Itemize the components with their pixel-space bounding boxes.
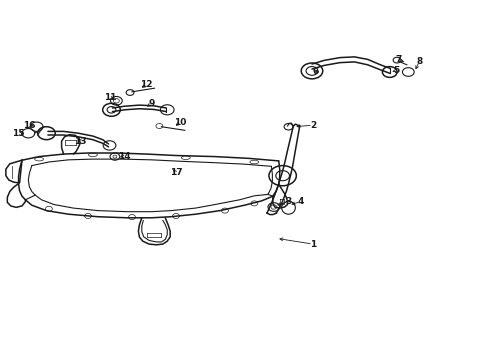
Text: 7: 7 (394, 55, 401, 64)
Text: 5: 5 (392, 66, 398, 75)
Text: 16: 16 (23, 121, 36, 130)
Text: 9: 9 (148, 99, 155, 108)
Text: 3: 3 (285, 197, 291, 206)
Text: 6: 6 (312, 68, 318, 77)
Text: 12: 12 (140, 80, 153, 89)
Text: 17: 17 (169, 168, 182, 177)
Text: 11: 11 (103, 93, 116, 102)
Text: 4: 4 (297, 197, 304, 206)
Text: 2: 2 (309, 121, 315, 130)
Text: 8: 8 (416, 57, 422, 66)
Text: 13: 13 (74, 136, 87, 145)
Text: 10: 10 (173, 118, 186, 127)
Text: 14: 14 (118, 152, 131, 161)
Text: 15: 15 (12, 129, 25, 138)
Text: 1: 1 (309, 240, 315, 248)
